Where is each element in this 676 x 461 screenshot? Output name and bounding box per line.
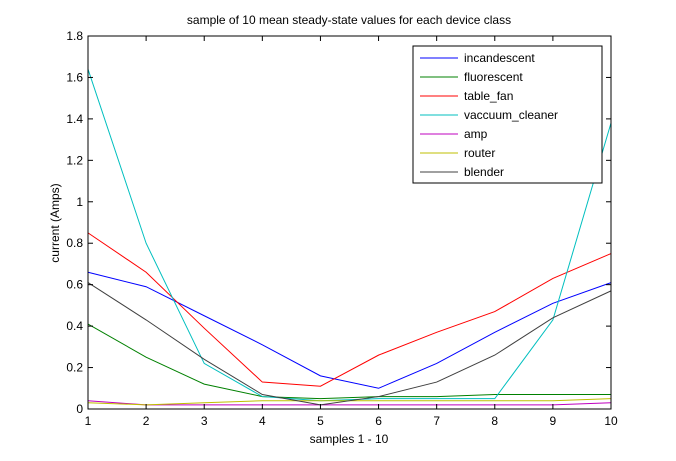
y-tick-label: 0.2 [66, 361, 83, 375]
legend-label-incandescent: incandescent [464, 51, 535, 65]
y-tick-label: 0.8 [66, 236, 83, 250]
series-line-blender [87, 282, 612, 406]
y-axis-label: current (Amps) [48, 183, 62, 262]
x-tick-label: 3 [201, 414, 208, 428]
x-axis-label: samples 1 - 10 [310, 432, 389, 446]
legend-label-fluorescent: fluorescent [464, 70, 523, 84]
series-layer [87, 68, 612, 406]
x-tick-label: 8 [491, 414, 498, 428]
x-tick-label: 9 [550, 414, 557, 428]
legend-label-amp: amp [464, 127, 488, 141]
x-tick-label: 4 [259, 414, 266, 428]
plot-frame [87, 35, 612, 410]
x-tick-label: 6 [375, 414, 382, 428]
y-tick-label: 0.6 [66, 278, 83, 292]
y-tick-label: 1.8 [66, 29, 83, 43]
legend-label-blender: blender [464, 165, 504, 179]
y-tick-label: 1.2 [66, 153, 83, 167]
series-line-vaccuum-cleaner [87, 68, 612, 402]
chart-title: sample of 10 mean steady-state values fo… [187, 13, 511, 27]
y-tick-label: 1.6 [66, 70, 83, 84]
y-tick-label: 0 [76, 402, 83, 416]
y-tick-label: 1 [76, 195, 83, 209]
series-line-amp [87, 400, 612, 406]
series-line-incandescent [87, 271, 612, 389]
x-tick-label: 2 [143, 414, 150, 428]
x-tick-label: 7 [433, 414, 440, 428]
legend-label-vaccuum-cleaner: vaccuum_cleaner [464, 108, 558, 122]
legend-label-router: router [464, 146, 495, 160]
series-line-table-fan [87, 232, 612, 387]
x-tick-label: 5 [317, 414, 324, 428]
x-tick-label: 1 [85, 414, 92, 428]
x-tick-label: 10 [604, 414, 618, 428]
y-tick-label: 1.4 [66, 112, 83, 126]
series-line-fluorescent [87, 323, 611, 400]
legend: incandescent fluorescent table_fan vaccuum_… [412, 45, 603, 184]
legend-label-table-fan: table_fan [464, 89, 513, 103]
y-tick-label: 0.4 [66, 319, 83, 333]
tick-layer: 1 2 3 4 5 6 7 8 9 10 0 0.2 0.4 0.6 0.8 1 1.2 1.4 1.6 1.8 [66, 29, 618, 428]
